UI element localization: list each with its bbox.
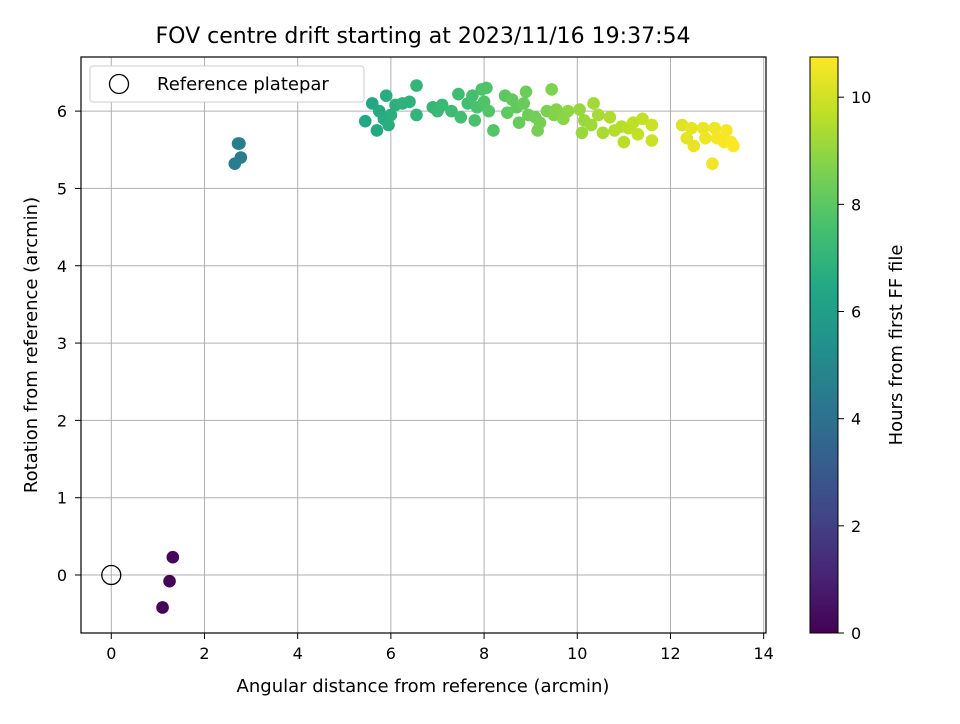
data-point [435,98,449,112]
x-tick-label: 14 [753,644,773,663]
data-point [636,112,649,126]
data-point [452,87,465,101]
data-point [617,135,631,149]
data-point [631,128,645,141]
data-point [545,83,558,96]
data-point [587,97,600,110]
data-point [410,108,423,122]
legend-label: Reference platepar [157,74,329,95]
data-point [708,121,722,135]
data-points [156,79,740,614]
data-point [403,95,416,109]
y-tick-label: 4 [57,257,67,276]
legend-marker-icon [108,73,130,95]
x-tick-label: 10 [567,644,587,663]
y-tick-label: 3 [57,334,67,353]
colorbar-ticks: 0 2 4 6 8 10 [838,88,871,643]
y-tick-label: 5 [57,179,67,198]
colorbar-label: Hours from first FF file [886,245,907,446]
data-point [575,126,589,140]
data-point [596,126,610,140]
data-point [519,85,533,99]
data-point [727,139,740,153]
data-point [501,106,514,119]
y-tick-label: 0 [57,566,67,585]
data-point [468,114,482,127]
x-tick-label: 8 [479,644,489,663]
data-point [454,111,468,124]
x-tick-label: 4 [293,644,303,663]
data-point [382,118,395,132]
data-point [480,81,493,95]
colorbar-tick-label: 2 [851,517,861,536]
data-point [234,151,248,164]
colorbar-tick-label: 4 [851,410,861,429]
colorbar-tick-label: 10 [851,88,871,107]
colorbar-tick-label: 6 [851,303,861,322]
data-point [561,104,575,118]
y-tick-label: 1 [57,489,67,508]
reference-marker [101,564,122,586]
legend: Reference platepar [89,65,365,103]
data-point [379,89,393,102]
data-point [231,137,245,150]
x-tick-label: 2 [199,644,209,663]
data-point [370,124,384,137]
data-point [550,103,563,116]
data-point [163,574,176,588]
data-point [603,111,617,124]
data-point [517,97,530,110]
x-axis-ticks: 0 2 4 6 8 10 12 14 [106,633,774,663]
data-point [584,118,598,132]
data-point [533,116,547,130]
data-point [166,550,180,564]
colorbar-tick-label: 0 [851,624,861,643]
plot-frame [80,56,767,634]
reference-point [101,564,122,586]
data-point [645,118,659,132]
data-point [699,131,712,145]
y-tick-label: 6 [57,102,67,121]
data-point [720,124,733,137]
data-point [384,108,398,122]
colorbar-tick-label: 8 [851,195,861,214]
data-point [591,108,605,122]
grid [81,57,766,633]
data-point [687,139,701,153]
data-point [685,121,698,135]
data-point [466,89,479,102]
x-tick-label: 12 [660,644,680,663]
colorbar: 0 2 4 6 8 10 Hours from first FF file [809,56,907,643]
data-point [156,601,169,614]
colorbar-gradient [809,56,839,634]
data-point [410,79,423,92]
data-point [706,157,719,170]
data-point [573,103,586,116]
data-point [512,116,526,130]
legend-box [89,65,365,103]
data-point [696,121,710,135]
x-tick-label: 6 [386,644,396,663]
data-point [358,114,372,128]
data-point [645,134,659,147]
x-tick-label: 0 [106,644,116,663]
data-point [487,124,500,137]
data-point [482,104,496,118]
y-tick-label: 2 [57,411,67,430]
y-axis-ticks: 0 1 2 3 4 5 6 [57,102,81,585]
data-point [445,104,458,118]
x-axis-label: Angular distance from reference (arcmin) [237,676,610,697]
y-axis-label: Rotation from reference (arcmin) [21,197,42,493]
chart-title: FOV centre drift starting at 2023/11/16 … [156,24,691,49]
data-point [477,95,491,109]
